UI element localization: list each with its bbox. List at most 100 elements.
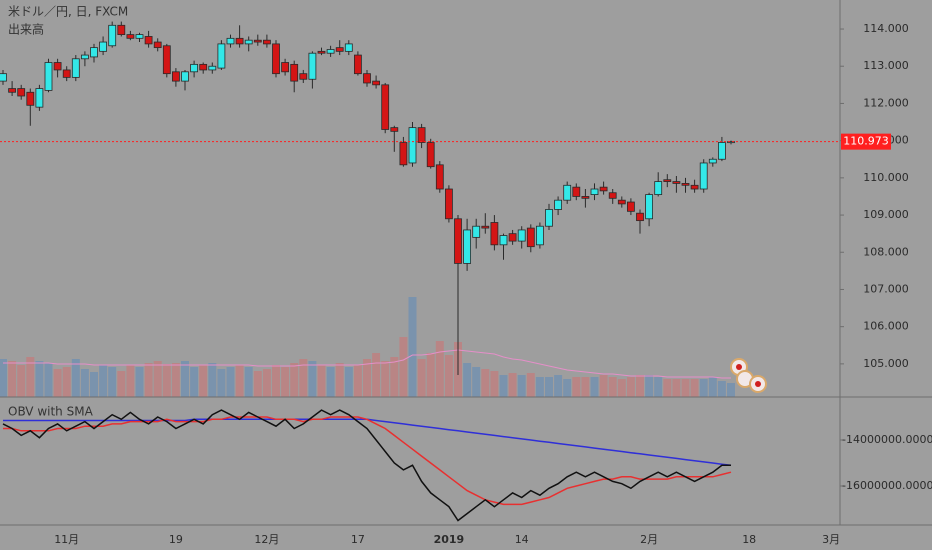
candle-body (590, 188, 599, 195)
y-tick-label: 110.000 (863, 171, 909, 184)
candle-body (108, 24, 117, 47)
candle-body (181, 71, 189, 82)
candle-body (171, 71, 180, 82)
indicator-line (2, 409, 731, 522)
volume-bar (626, 377, 635, 397)
volume-bar (490, 371, 499, 397)
volume-bar (253, 371, 262, 397)
candle-body (90, 47, 98, 58)
volume-bar (727, 383, 735, 397)
y-tick-label: -14000000.0000 (842, 433, 932, 446)
volume-bar (8, 361, 17, 397)
candle-body (81, 54, 89, 60)
volume-bar (99, 365, 108, 397)
volume-bar (171, 363, 180, 397)
volume-bar (699, 379, 708, 397)
candle-body (463, 229, 472, 264)
volume-bar (463, 363, 472, 397)
volume-bar (181, 361, 189, 397)
candle-body (708, 158, 717, 164)
volume-bar (80, 369, 89, 397)
candle-body (508, 233, 517, 242)
candle-body (53, 62, 62, 71)
candle-body (718, 142, 726, 160)
volume-bar (617, 379, 626, 397)
volume-bar (717, 381, 726, 397)
candle-body (681, 183, 690, 186)
candle-body (581, 196, 590, 199)
x-tick-label: 11月 (54, 533, 79, 546)
x-tick-label: 2月 (640, 533, 658, 546)
candle-body (62, 69, 71, 78)
volume-bar (344, 367, 353, 397)
x-tick-label: 19 (169, 533, 183, 546)
volume-bar (426, 353, 435, 397)
volume-bar (590, 377, 599, 397)
candle-body (190, 63, 199, 73)
volume-bar (299, 359, 308, 397)
candle-body (408, 127, 417, 164)
y-tick-label: 112.000 (863, 96, 909, 109)
volume-bar (144, 363, 153, 397)
candle-body (481, 225, 490, 229)
candle-body (8, 88, 17, 93)
candle-body (435, 164, 444, 190)
candle-body (35, 88, 44, 108)
candle-body (372, 80, 381, 86)
volume-bar (62, 367, 71, 397)
candle-body (135, 34, 144, 39)
volume-bar (162, 364, 171, 397)
candle-body (253, 39, 262, 43)
candle-body (217, 43, 226, 69)
volume-bar (444, 355, 453, 397)
volume-bar (608, 377, 617, 397)
x-tick-label: 12月 (254, 533, 279, 546)
candle-body (690, 184, 699, 190)
candle-body (235, 37, 244, 45)
candle-body (727, 141, 735, 144)
volume-bar (190, 367, 199, 397)
candle-body (444, 188, 453, 220)
candle-body (126, 34, 135, 39)
volume-bar (535, 377, 544, 397)
candle-body (153, 41, 162, 49)
candle-body (99, 41, 107, 52)
chart-title: 米ドル／円, 日, FXCM (8, 5, 128, 19)
candle-body (426, 142, 435, 168)
volume-bar (0, 359, 7, 397)
volume-bar (226, 367, 235, 397)
candle-body (335, 47, 344, 52)
volume-bar (381, 361, 390, 397)
y-tick-label: 108.000 (863, 245, 909, 258)
candle-body (290, 63, 299, 82)
volume-bar (108, 367, 117, 397)
volume-bar (526, 373, 535, 397)
volume-bar (126, 365, 135, 397)
volume-bar (317, 365, 326, 397)
y-tick-label: 114.000 (863, 22, 909, 35)
volume-bar (26, 357, 35, 397)
volume-bar (599, 375, 608, 397)
candle-body (617, 199, 626, 205)
volume-bar (663, 379, 672, 397)
candle-body (262, 39, 271, 45)
candle-body (499, 235, 508, 246)
volume-bar (208, 363, 217, 397)
volume-bar (435, 341, 444, 397)
candle-body (117, 24, 126, 36)
volume-bar (399, 337, 408, 397)
volume-bar (372, 353, 381, 397)
volume-bar (35, 361, 44, 397)
candle-body (299, 73, 308, 80)
volume-bar (53, 369, 62, 397)
candle-body (281, 62, 290, 73)
volume-bar (217, 369, 226, 397)
volume-bar (17, 365, 26, 397)
grid (840, 28, 844, 487)
candle-body (353, 54, 362, 75)
candle-body (490, 222, 499, 246)
volume-bar (636, 375, 644, 397)
volume-bar (235, 365, 244, 397)
y-tick-label: 106.000 (863, 320, 909, 333)
x-tick-label: 14 (515, 533, 529, 546)
